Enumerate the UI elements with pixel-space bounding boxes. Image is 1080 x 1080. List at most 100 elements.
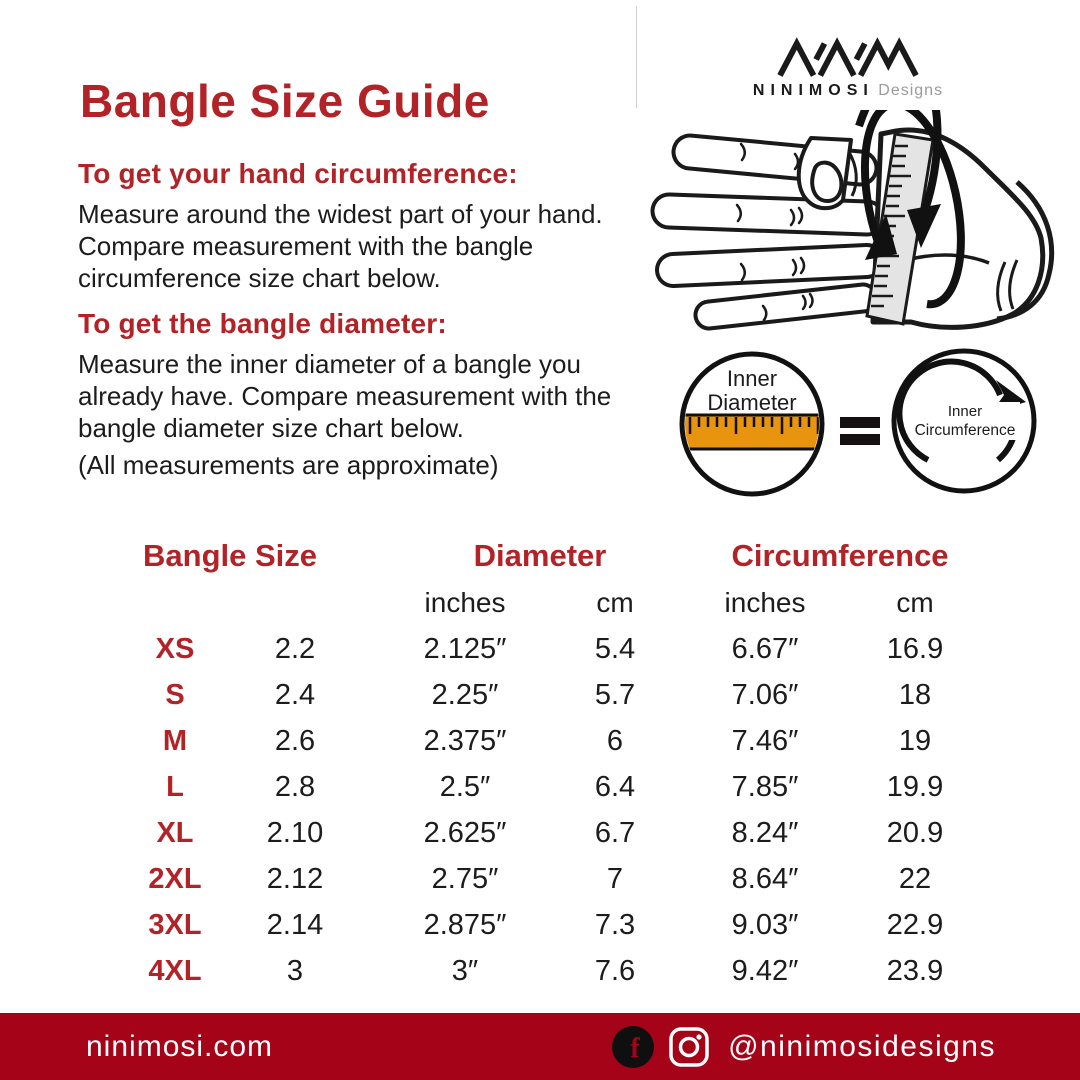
brand-name: NINIMOSI [752,82,874,99]
size-label-cell: 3XL [148,908,202,941]
instruction-bangle-diameter: To get the bangle diameter: Measure the … [78,308,668,444]
diameter-inches-cell: 3″ [451,954,479,987]
brand-logo: NINIMOSI Designs [752,36,944,100]
unit-header: cm [596,587,634,618]
social-links: f @ninimosidesigns [610,1024,996,1070]
circumference-cm-cell: 19.9 [886,770,944,803]
instruction-body: Measure around the widest part of your h… [78,199,603,293]
diameter-inches-cell: 2.25″ [431,678,499,711]
size-number-cell: 2.4 [274,678,316,711]
instruction-body: Measure the inner diameter of a bangle y… [78,349,612,443]
diameter-cm-cell: 6.4 [594,770,636,803]
footer-bar: ninimosi.com f @ninimosidesigns [0,1013,1080,1080]
circumference-cm-cell: 22.9 [886,908,944,941]
column-header-bangle-size: Bangle Size [143,538,317,573]
diameter-inches-cell: 2.875″ [423,908,507,941]
table-row: XL 2.10 2.625″ 6.7 8.24″ 20.9 [110,810,990,856]
diameter-cm-cell: 7.6 [594,954,636,987]
equals-icon [840,417,880,445]
diameter-cm-cell: 5.4 [594,632,636,665]
table-row: S 2.4 2.25″ 5.7 7.06″ 18 [110,672,990,718]
table-row: 2XL 2.12 2.75″ 7 8.64″ 22 [110,856,990,902]
size-table-body: XS 2.2 2.125″ 5.4 6.67″ 16.9 S 2.4 2.25″… [110,626,990,994]
unit-header: inches [724,587,806,618]
circumference-inches-cell: 8.64″ [731,862,799,895]
table-row: 3XL 2.14 2.875″ 7.3 9.03″ 22.9 [110,902,990,948]
diameter-cm-cell: 7.3 [594,908,636,941]
table-row: L 2.8 2.5″ 6.4 7.85″ 19.9 [110,764,990,810]
logo-divider [636,6,637,108]
size-number-cell: 2.14 [266,908,324,941]
circumference-arrows [855,110,965,309]
circumference-cm-cell: 19 [898,724,932,757]
diameter-inches-cell: 2.5″ [439,770,491,803]
brand-wordmark: NINIMOSI Designs [753,82,943,100]
inner-circumference-circle-icon: Inner Circumference [891,348,1037,494]
size-table-units-row: inches cm inches cm [110,580,990,626]
size-label-cell: M [162,724,188,757]
column-header-diameter: Diameter [473,538,607,573]
size-number-cell: 2.8 [274,770,316,803]
hand-thumb [796,136,858,211]
table-row: XS 2.2 2.125″ 5.4 6.67″ 16.9 [110,626,990,672]
svg-text:Inner: Inner [727,366,777,391]
table-row: 4XL 3 3″ 7.6 9.42″ 23.9 [110,948,990,994]
circumference-cm-cell: 16.9 [886,632,944,665]
unit-header: inches [424,587,506,618]
size-label-cell: XL [156,816,194,849]
diameter-inches-cell: 2.375″ [423,724,507,757]
ruler-icon [685,413,819,451]
instagram-icon[interactable] [666,1024,712,1070]
size-label-cell: 2XL [148,862,202,895]
instruction-heading: To get the bangle diameter: [78,308,447,339]
circumference-inches-cell: 9.42″ [731,954,799,987]
inner-diameter-circle-icon: Inner Diameter [679,351,825,497]
column-header-circumference: Circumference [731,538,949,573]
size-label-cell: XS [155,632,195,665]
circumference-inches-cell: 7.85″ [731,770,799,803]
table-row: M 2.6 2.375″ 6 7.46″ 19 [110,718,990,764]
size-number-cell: 2.10 [266,816,324,849]
size-table-header-row: Bangle Size Diameter Circumference [110,532,990,580]
diameter-cm-cell: 5.7 [594,678,636,711]
hand-with-measuring-tape-icon [650,110,1055,331]
social-handle[interactable]: @ninimosidesigns [728,1029,996,1063]
zigzag-monogram-icon [777,37,919,77]
diameter-circumference-diagram: Inner Diameter Inner Circumference [679,348,1037,497]
circumference-cm-cell: 23.9 [886,954,944,987]
unit-header: cm [896,587,934,618]
circumference-inches-cell: 6.67″ [731,632,799,665]
svg-text:f: f [630,1033,640,1064]
brand-suffix: Designs [878,82,944,99]
circumference-cm-cell: 18 [898,678,932,711]
size-label-cell: 4XL [148,954,202,987]
diameter-cm-cell: 7 [606,862,624,895]
size-number-cell: 3 [286,954,304,987]
svg-text:Diameter: Diameter [707,390,796,415]
diameter-inches-cell: 2.75″ [431,862,499,895]
size-table: Bangle Size Diameter Circumference inche… [110,532,990,994]
circumference-inches-cell: 7.46″ [731,724,799,757]
circumference-inches-cell: 7.06″ [731,678,799,711]
facebook-icon[interactable]: f [610,1024,656,1070]
instruction-hand-circumference: To get your hand circumference: Measure … [78,158,668,294]
circumference-cm-cell: 20.9 [886,816,944,849]
approximate-note: (All measurements are approximate) [78,450,499,480]
size-label-cell: S [165,678,185,711]
diameter-cm-cell: 6 [606,724,624,757]
hand-fingers [650,133,886,331]
size-number-cell: 2.2 [274,632,316,665]
svg-text:Inner: Inner [948,403,982,420]
page-title: Bangle Size Guide [80,75,490,127]
svg-text:Circumference: Circumference [915,422,1016,439]
instruction-heading: To get your hand circumference: [78,158,518,189]
size-number-cell: 2.12 [266,862,324,895]
website-link[interactable]: ninimosi.com [86,1029,274,1063]
size-number-cell: 2.6 [274,724,316,757]
diameter-inches-cell: 2.625″ [423,816,507,849]
size-label-cell: L [166,770,184,803]
circumference-inches-cell: 9.03″ [731,908,799,941]
diameter-cm-cell: 6.7 [594,816,636,849]
circumference-inches-cell: 8.24″ [731,816,799,849]
